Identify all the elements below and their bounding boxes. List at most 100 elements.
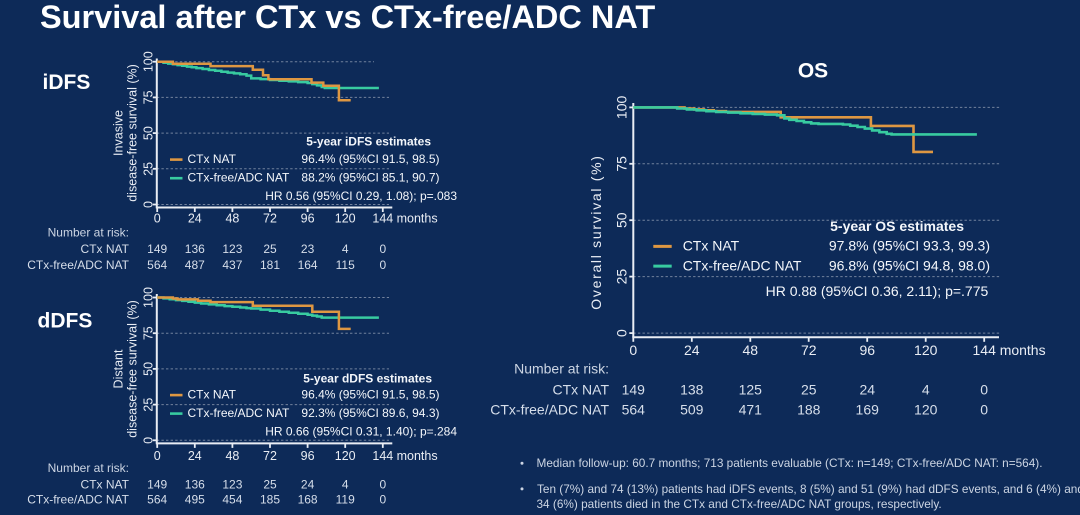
svg-text:5-year OS estimates: 5-year OS estimates: [830, 218, 964, 234]
svg-text:100: 100: [142, 287, 156, 308]
svg-text:CTx NAT: CTx NAT: [81, 478, 130, 492]
svg-text:0: 0: [980, 402, 988, 418]
svg-text:123: 123: [222, 242, 242, 256]
svg-text:48: 48: [742, 342, 758, 358]
svg-text:4: 4: [922, 382, 930, 398]
svg-text:Number at risk:: Number at risk:: [48, 461, 129, 475]
svg-text:Overall survival (%): Overall survival (%): [588, 154, 604, 309]
svg-text:120: 120: [335, 211, 356, 225]
svg-text:5-year dDFS estimates: 5-year dDFS estimates: [303, 372, 432, 386]
svg-text:25: 25: [263, 242, 277, 256]
svg-text:Median follow-up: 60.7 months;: Median follow-up: 60.7 months; 713 patie…: [537, 456, 1043, 470]
svg-text:25: 25: [142, 398, 156, 412]
svg-text:24: 24: [859, 382, 875, 398]
svg-text:495: 495: [185, 492, 205, 506]
svg-text:471: 471: [739, 402, 763, 418]
svg-text:149: 149: [147, 478, 167, 492]
svg-text:CTx-free/ADC NAT: CTx-free/ADC NAT: [490, 402, 609, 418]
svg-text:136: 136: [185, 478, 205, 492]
svg-text:72: 72: [263, 211, 277, 225]
svg-text:24: 24: [188, 449, 202, 463]
svg-text:125: 125: [739, 382, 763, 398]
svg-text:24: 24: [684, 342, 700, 358]
svg-text:months: months: [397, 449, 438, 463]
svg-text:92.3% (95%CI 89.6, 94.3): 92.3% (95%CI 89.6, 94.3): [301, 406, 439, 420]
svg-text:25: 25: [801, 382, 817, 398]
svg-text:24: 24: [188, 211, 202, 225]
svg-text:50: 50: [142, 362, 156, 376]
svg-text:75: 75: [614, 156, 630, 172]
svg-text:0: 0: [629, 342, 637, 358]
svg-text:25: 25: [614, 269, 630, 285]
svg-text:168: 168: [298, 492, 318, 506]
svg-text:34 (6%) patients died in the C: 34 (6%) patients died in the CTx and CTx…: [537, 497, 942, 511]
svg-text:HR 0.88 (95%CI 0.36, 2.11); p=: HR 0.88 (95%CI 0.36, 2.11); p=.775: [766, 283, 989, 299]
svg-text:HR 0.66 (95%CI 0.31, 1.40); p=: HR 0.66 (95%CI 0.31, 1.40); p=.284: [265, 425, 457, 439]
svg-text:120: 120: [335, 449, 356, 463]
svg-text:Number at risk:: Number at risk:: [48, 225, 129, 239]
svg-text:disease-free survival (%): disease-free survival (%): [126, 300, 140, 438]
svg-text:CTx NAT: CTx NAT: [188, 152, 237, 166]
svg-text:96.8% (95%CI 94.8, 98.0): 96.8% (95%CI 94.8, 98.0): [829, 257, 990, 273]
svg-text:88.2% (95%CI 85.1, 90.7): 88.2% (95%CI 85.1, 90.7): [301, 171, 439, 185]
svg-text:75: 75: [142, 90, 156, 104]
svg-text:144: 144: [372, 211, 393, 225]
svg-text:CTx-free/ADC NAT: CTx-free/ADC NAT: [683, 257, 802, 273]
svg-text:169: 169: [856, 402, 880, 418]
svg-text:149: 149: [147, 242, 167, 256]
svg-text:509: 509: [680, 402, 704, 418]
svg-text:25: 25: [142, 162, 156, 176]
svg-text:487: 487: [185, 258, 205, 272]
svg-text:454: 454: [222, 492, 242, 506]
svg-text:CTx NAT: CTx NAT: [552, 382, 609, 398]
svg-text:5-year iDFS estimates: 5-year iDFS estimates: [306, 135, 431, 149]
svg-text:96.4% (95%CI 91.5, 98.5): 96.4% (95%CI 91.5, 98.5): [301, 152, 439, 166]
svg-text:25: 25: [263, 478, 277, 492]
svg-text:564: 564: [147, 492, 167, 506]
svg-text:188: 188: [797, 402, 821, 418]
svg-text:100: 100: [142, 51, 156, 72]
svg-text:72: 72: [801, 342, 817, 358]
svg-text:Distant: Distant: [112, 349, 126, 388]
svg-text:23: 23: [301, 242, 315, 256]
svg-text:months: months: [397, 211, 438, 225]
svg-text:4: 4: [342, 242, 349, 256]
svg-text:CTx NAT: CTx NAT: [188, 388, 237, 402]
svg-text:disease-free survival (%): disease-free survival (%): [126, 64, 140, 202]
svg-text:CTx NAT: CTx NAT: [683, 238, 740, 254]
svg-text:OS: OS: [798, 60, 828, 83]
svg-text:72: 72: [263, 449, 277, 463]
svg-text:HR 0.56 (95%CI 0.29, 1.08); p=: HR 0.56 (95%CI 0.29, 1.08); p=.083: [265, 189, 457, 203]
svg-text:96: 96: [301, 449, 315, 463]
svg-text:0: 0: [142, 201, 156, 208]
svg-text:185: 185: [260, 492, 280, 506]
svg-text:75: 75: [142, 326, 156, 340]
svg-text:96: 96: [859, 342, 875, 358]
svg-text:Number at risk:: Number at risk:: [514, 361, 609, 377]
svg-text:months: months: [1000, 342, 1046, 358]
svg-text:0: 0: [142, 437, 156, 444]
svg-text:164: 164: [298, 258, 318, 272]
svg-text:96: 96: [301, 211, 315, 225]
svg-text:0: 0: [379, 242, 386, 256]
svg-text:0: 0: [379, 492, 386, 506]
svg-text:96.4% (95%CI 91.5, 98.5): 96.4% (95%CI 91.5, 98.5): [301, 388, 439, 402]
svg-text:CTx-free/ADC NAT: CTx-free/ADC NAT: [188, 171, 290, 185]
svg-text:138: 138: [680, 382, 704, 398]
svg-text:181: 181: [260, 258, 280, 272]
svg-text:136: 136: [185, 242, 205, 256]
svg-text:144: 144: [973, 342, 997, 358]
svg-text:4: 4: [342, 478, 349, 492]
svg-text:CTx NAT: CTx NAT: [81, 242, 130, 256]
svg-text:100: 100: [614, 96, 630, 120]
svg-text:50: 50: [614, 212, 630, 228]
svg-text:50: 50: [142, 126, 156, 140]
svg-text:48: 48: [225, 211, 239, 225]
svg-text:119: 119: [336, 492, 355, 506]
svg-text:iDFS: iDFS: [43, 71, 91, 94]
svg-text:CTx-free/ADC NAT: CTx-free/ADC NAT: [27, 492, 129, 506]
svg-text:144: 144: [372, 449, 393, 463]
svg-text:Invasive: Invasive: [112, 110, 126, 156]
svg-text:48: 48: [225, 449, 239, 463]
svg-text:0: 0: [154, 211, 161, 225]
